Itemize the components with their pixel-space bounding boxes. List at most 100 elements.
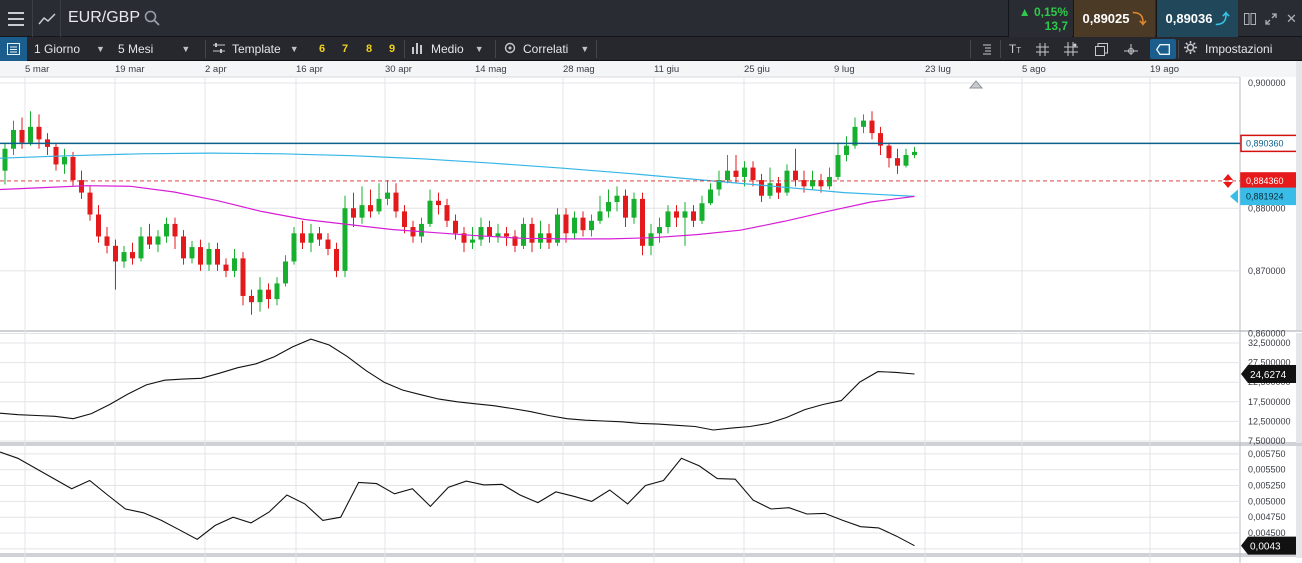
candle-body: [708, 189, 713, 204]
candle-body: [240, 258, 246, 296]
candle-body: [725, 170, 730, 181]
correlati-select[interactable]: Correlati ▼: [503, 37, 589, 61]
quick-button-8[interactable]: 8: [366, 37, 372, 61]
main-price-pane: [0, 80, 1240, 315]
grid-icon[interactable]: [1031, 37, 1053, 61]
buy-price: 0,89036: [1165, 11, 1213, 26]
candle-body: [147, 236, 152, 245]
candle-body: [36, 126, 42, 140]
close-icon[interactable]: ✕: [1286, 10, 1297, 26]
expand-icon[interactable]: [1261, 0, 1282, 37]
indicator-tick-label: 0,004750: [1248, 512, 1286, 522]
crosshair-grid-icon[interactable]: [1060, 37, 1082, 61]
arrow-down-icon: [1223, 181, 1233, 188]
window-controls: ✕: [1240, 0, 1302, 37]
copy-window-icon[interactable]: [1090, 37, 1112, 61]
candle-body: [682, 211, 688, 218]
indicator-tick-label: 0,005500: [1248, 465, 1286, 475]
template-select[interactable]: Template ▼: [212, 37, 299, 61]
tile-icon[interactable]: [1240, 0, 1261, 37]
candle-body: [869, 120, 875, 134]
tag-icon[interactable]: [1150, 39, 1176, 59]
candle-body: [614, 195, 620, 202]
candle-body: [189, 247, 195, 259]
candle-body: [62, 156, 67, 165]
chart-type-icon[interactable]: [34, 0, 61, 37]
candle-body: [597, 211, 603, 221]
candle-body: [699, 203, 705, 221]
scrollbar[interactable]: [1296, 446, 1302, 558]
candle-body: [283, 261, 288, 284]
candle-body: [563, 214, 569, 234]
moving-average-slow: [0, 185, 915, 240]
candle-body: [223, 264, 229, 271]
candle-body: [835, 155, 841, 177]
candle-body: [215, 248, 220, 265]
moving-average-fast: [0, 152, 915, 197]
search-icon[interactable]: [143, 8, 161, 28]
menu-icon[interactable]: [0, 0, 33, 37]
quick-button-9[interactable]: 9: [389, 37, 395, 61]
candle-body: [742, 167, 747, 177]
candle-body: [648, 233, 654, 246]
toolbar-divider: [596, 40, 597, 58]
sell-price-button[interactable]: 0,89025 ⤵: [1073, 0, 1155, 37]
arrow-down-icon: ⤵: [1132, 10, 1147, 27]
candle-body: [529, 223, 535, 243]
bar-chart-icon: [411, 42, 425, 57]
indicator-tick-label: 0,005000: [1248, 496, 1286, 506]
candle-body: [461, 233, 467, 243]
text-size-icon[interactable]: TT: [1008, 42, 1022, 56]
text-list-icon[interactable]: [977, 37, 997, 61]
range-select[interactable]: 5 Mesi ▼: [118, 37, 190, 61]
chevron-down-icon: ▼: [474, 44, 484, 54]
price-labels: 0,890360 0,884360 0,881924: [1223, 134, 1298, 206]
date-tick-label: 16 apr: [296, 64, 323, 75]
candle-body: [801, 180, 807, 187]
price-tick-label: 0,860000: [1248, 329, 1286, 339]
template-label: Template: [232, 42, 281, 56]
arrow-up-icon: ⤴: [1215, 10, 1230, 27]
date-tick-label: 19 ago: [1150, 64, 1179, 75]
date-tick-label: 19 mar: [115, 64, 145, 75]
indicator-tick-label: 12,500000: [1248, 416, 1291, 426]
candle-body: [716, 180, 722, 190]
candle-body: [436, 200, 441, 206]
candle-body: [733, 170, 739, 177]
price-chart[interactable]: 5 mar 19 mar 2 apr 16 apr 30 apr 14 mag 28 mag…: [0, 61, 1302, 563]
quick-button-6[interactable]: 6: [319, 37, 325, 61]
candle-body: [291, 233, 297, 262]
chart-toolbar: [0, 37, 1302, 61]
candle-body: [249, 295, 254, 303]
candle-body: [121, 252, 127, 262]
symbol-name[interactable]: EUR/GBP: [68, 9, 141, 26]
drawing-panel-icon[interactable]: [0, 37, 27, 61]
interval-select[interactable]: 1 Giorno ▼: [34, 37, 105, 61]
candle-body: [138, 236, 144, 259]
quick-button-label: 7: [342, 43, 349, 55]
candle-body: [606, 201, 611, 212]
candle-body: [512, 236, 518, 246]
medio-select[interactable]: Medio ▼: [411, 37, 484, 61]
candle-body: [470, 239, 475, 243]
indicator-pane-1: 32,50000027,50000022,50000017,50000012,5…: [0, 338, 1298, 446]
date-tick-label: 9 lug: [834, 64, 855, 75]
toolbar-divider: [404, 40, 405, 58]
buy-price-button[interactable]: 0,89036 ⤴: [1156, 0, 1238, 37]
candle-body: [776, 183, 781, 193]
settings-button[interactable]: Impostazioni: [1184, 37, 1272, 61]
candle-body: [759, 180, 764, 196]
scrollbar[interactable]: [1296, 333, 1302, 443]
indicator-tick-label: 27,500000: [1248, 358, 1291, 368]
price-tick-label: 0,900000: [1248, 78, 1286, 88]
candle-body: [130, 252, 135, 259]
future-marker-icon: [968, 80, 984, 89]
candle-body: [750, 167, 756, 181]
quick-button-7[interactable]: 7: [342, 37, 348, 61]
candle-body: [317, 233, 322, 240]
candle-body: [257, 289, 263, 303]
crosshair-icon[interactable]: [1120, 37, 1142, 61]
scrollbar[interactable]: [1296, 61, 1302, 330]
quick-button-label: 8: [366, 43, 373, 55]
indicator-tick-label: 0,004500: [1248, 528, 1286, 538]
